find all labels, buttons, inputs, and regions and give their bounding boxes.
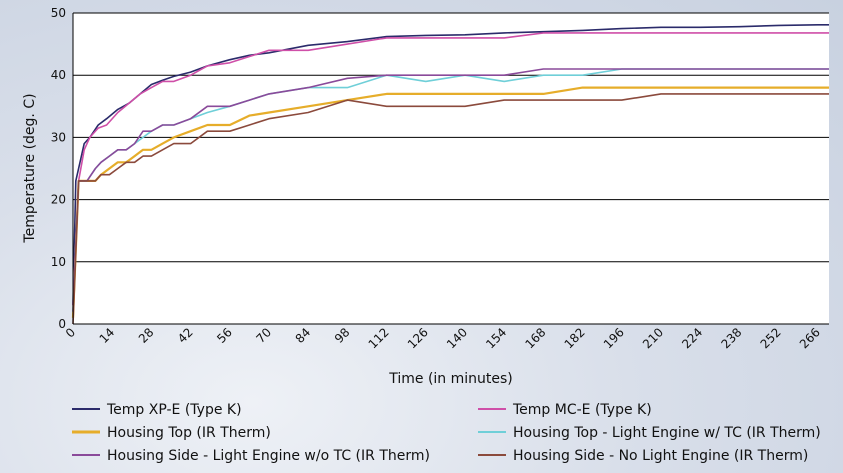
x-tick-label: 0 bbox=[63, 325, 78, 340]
series-line-5 bbox=[72, 68, 829, 312]
legend-label-6: Housing Side - No Light Engine (IR Therm… bbox=[513, 448, 808, 464]
x-tick-label: 56 bbox=[214, 325, 235, 346]
x-tick-label: 126 bbox=[405, 325, 431, 351]
y-tick-label: 50 bbox=[51, 6, 66, 20]
plot-area bbox=[73, 13, 829, 324]
x-tick-label: 266 bbox=[797, 325, 823, 351]
legend-label-1: Temp XP-E (Type K) bbox=[106, 402, 242, 418]
x-tick-label: 28 bbox=[136, 325, 157, 346]
x-tick-label: 112 bbox=[366, 325, 392, 351]
series-line-3 bbox=[71, 86, 829, 318]
data-series bbox=[71, 23, 829, 325]
x-tick-label: 224 bbox=[679, 325, 705, 351]
legend: Temp XP-E (Type K) Temp MC-E (Type K) Hous… bbox=[72, 402, 821, 464]
y-tick-label: 0 bbox=[58, 317, 66, 331]
y-tick-label: 20 bbox=[51, 193, 66, 207]
axes bbox=[72, 13, 829, 325]
x-tick-label: 98 bbox=[332, 325, 353, 346]
x-tick-label: 252 bbox=[758, 325, 784, 351]
x-axis-title: Time (in minutes) bbox=[388, 371, 513, 387]
x-tick-label: 168 bbox=[522, 325, 548, 351]
x-tick-label: 196 bbox=[601, 325, 627, 351]
x-tick-labels: 0 14 28 42 56 70 84 98 112 126 140 154 168 182 196 210 2… bbox=[63, 325, 823, 351]
x-tick-label: 154 bbox=[483, 325, 509, 351]
y-tick-label: 10 bbox=[51, 255, 66, 269]
x-tick-label: 84 bbox=[293, 325, 314, 346]
x-tick-label: 140 bbox=[444, 325, 470, 351]
y-axis-title: Temperature (deg. C) bbox=[22, 93, 38, 243]
legend-label-5: Housing Side - Light Engine w/o TC (IR T… bbox=[107, 448, 430, 464]
legend-label-2: Temp MC-E (Type K) bbox=[512, 402, 652, 418]
x-tick-label: 210 bbox=[640, 325, 666, 351]
y-tick-label: 40 bbox=[51, 68, 66, 82]
series-line-2 bbox=[72, 32, 829, 306]
x-tick-label: 14 bbox=[97, 325, 118, 346]
legend-label-3: Housing Top (IR Therm) bbox=[107, 425, 271, 441]
x-tick-label: 42 bbox=[175, 325, 196, 346]
series-line-6 bbox=[72, 93, 829, 325]
series-line-1 bbox=[72, 23, 829, 306]
x-tick-label: 238 bbox=[718, 325, 744, 351]
x-tick-label: 182 bbox=[562, 325, 588, 351]
y-tick-label: 30 bbox=[51, 130, 66, 144]
legend-label-4: Housing Top - Light Engine w/ TC (IR The… bbox=[513, 425, 821, 441]
y-tick-labels: 0 10 20 30 40 50 bbox=[51, 6, 66, 331]
x-tick-label: 70 bbox=[253, 325, 274, 346]
